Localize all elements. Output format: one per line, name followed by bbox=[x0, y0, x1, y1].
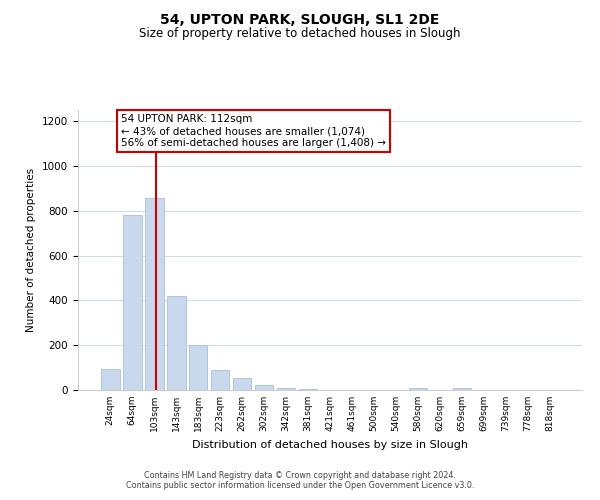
X-axis label: Distribution of detached houses by size in Slough: Distribution of detached houses by size … bbox=[192, 440, 468, 450]
Bar bbox=[167, 296, 185, 390]
Bar bbox=[299, 389, 317, 390]
Bar bbox=[277, 388, 295, 390]
Bar bbox=[255, 385, 274, 390]
Bar bbox=[101, 368, 119, 390]
Bar bbox=[233, 378, 251, 390]
Bar bbox=[123, 216, 142, 390]
Bar bbox=[189, 345, 208, 390]
Bar bbox=[409, 388, 427, 390]
Y-axis label: Number of detached properties: Number of detached properties bbox=[26, 168, 37, 332]
Bar bbox=[145, 198, 164, 390]
Bar bbox=[211, 370, 229, 390]
Bar bbox=[452, 388, 471, 390]
Text: 54, UPTON PARK, SLOUGH, SL1 2DE: 54, UPTON PARK, SLOUGH, SL1 2DE bbox=[160, 12, 440, 26]
Text: Size of property relative to detached houses in Slough: Size of property relative to detached ho… bbox=[139, 28, 461, 40]
Text: Contains HM Land Registry data © Crown copyright and database right 2024.
Contai: Contains HM Land Registry data © Crown c… bbox=[126, 470, 474, 490]
Text: 54 UPTON PARK: 112sqm
← 43% of detached houses are smaller (1,074)
56% of semi-d: 54 UPTON PARK: 112sqm ← 43% of detached … bbox=[121, 114, 386, 148]
